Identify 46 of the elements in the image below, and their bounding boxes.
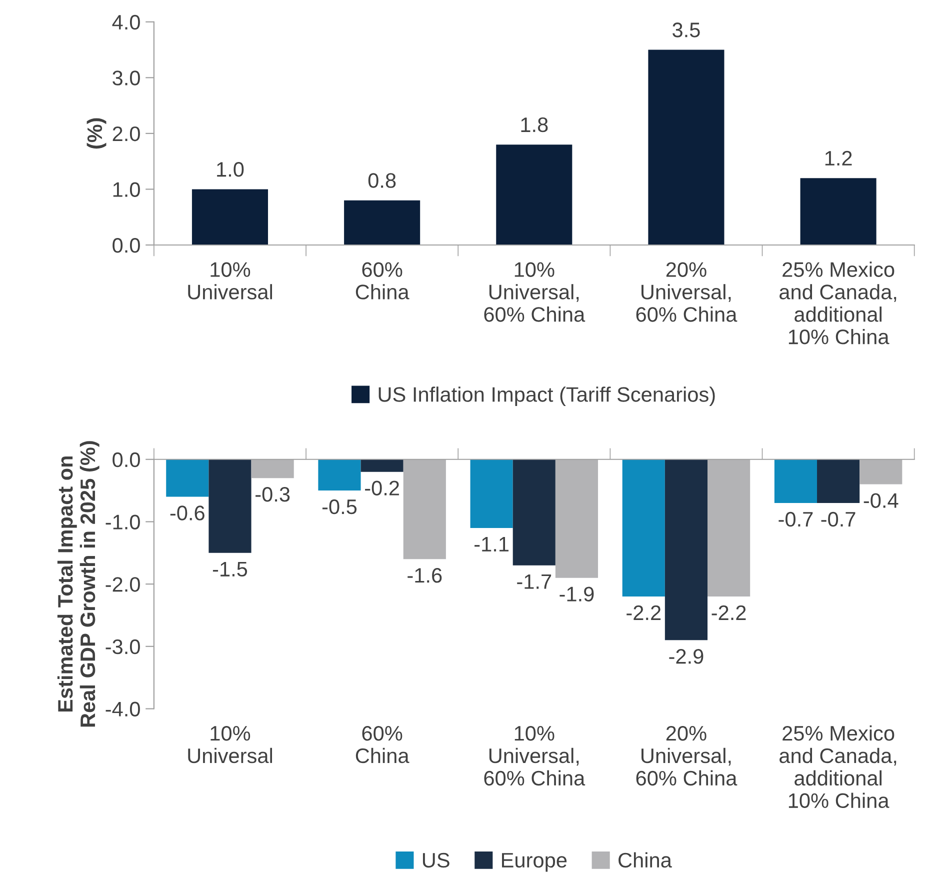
data-label: -1.6 (408, 568, 442, 583)
data-label: -1.9 (560, 586, 594, 602)
x-tick-label: 60% China (356, 726, 410, 764)
data-label: -0.5 (322, 499, 357, 514)
data-label: -2.2 (626, 605, 661, 620)
y-tick-label: -1.0 (106, 514, 140, 530)
y-tick-label: 2.0 (112, 126, 140, 142)
data-label: 1.2 (825, 150, 852, 166)
data-label: -0.7 (821, 512, 856, 527)
x-tick-label: 25% Mexico and Canada, additional 10% China (780, 262, 896, 344)
data-label: -0.4 (864, 493, 898, 508)
data-label: -0.6 (170, 506, 204, 520)
data-label: -1.5 (212, 562, 248, 577)
x-tick-label: 25% Mexico and Canada, additional 10% China (780, 725, 896, 808)
x-tick-label: 20% Universal, 60% China (636, 726, 738, 786)
data-label: 0.8 (368, 173, 396, 188)
data-label: 3.5 (672, 22, 700, 38)
data-label: -2.9 (669, 649, 704, 664)
data-label: -0.2 (365, 480, 399, 496)
y-tick-label: 0.0 (112, 452, 140, 468)
x-tick-label: 10% Universal (188, 726, 272, 764)
x-tick-label: 10% Universal, 60% China (484, 262, 586, 322)
data-label: 1.8 (521, 117, 548, 132)
y-tick-label: 1.0 (113, 182, 140, 197)
y-tick-label: -3.0 (106, 639, 140, 654)
y-axis-title: Estimated Total Impact on Real GDP Growth in 2025 (%) (57, 441, 100, 727)
y-tick-label: 3.0 (112, 70, 140, 86)
x-tick-label: 10% Universal, 60% China (484, 726, 586, 786)
y-tick-label: -2.0 (106, 577, 140, 592)
x-tick-label: 60% China (356, 262, 410, 300)
data-label: 1.0 (217, 162, 244, 177)
y-tick-label: 0.0 (112, 238, 140, 253)
data-label: -1.7 (517, 574, 552, 589)
legend-label: US Inflation Impact (Tariff Scenarios) (378, 386, 715, 406)
legend-label: US (422, 852, 450, 868)
legend-label: China (618, 852, 672, 868)
x-tick-label: 10% Universal (188, 262, 272, 300)
data-label: -2.2 (712, 605, 746, 620)
data-label: -0.7 (778, 512, 813, 527)
data-label: -0.3 (256, 486, 290, 502)
legend-label: Europe (502, 853, 567, 872)
y-axis-title: (%) (86, 118, 106, 149)
x-tick-label: 20% Universal, 60% China (636, 262, 738, 322)
y-tick-label: -4.0 (106, 702, 140, 717)
data-label: -1.1 (474, 537, 508, 552)
y-tick-label: 4.0 (112, 14, 140, 30)
